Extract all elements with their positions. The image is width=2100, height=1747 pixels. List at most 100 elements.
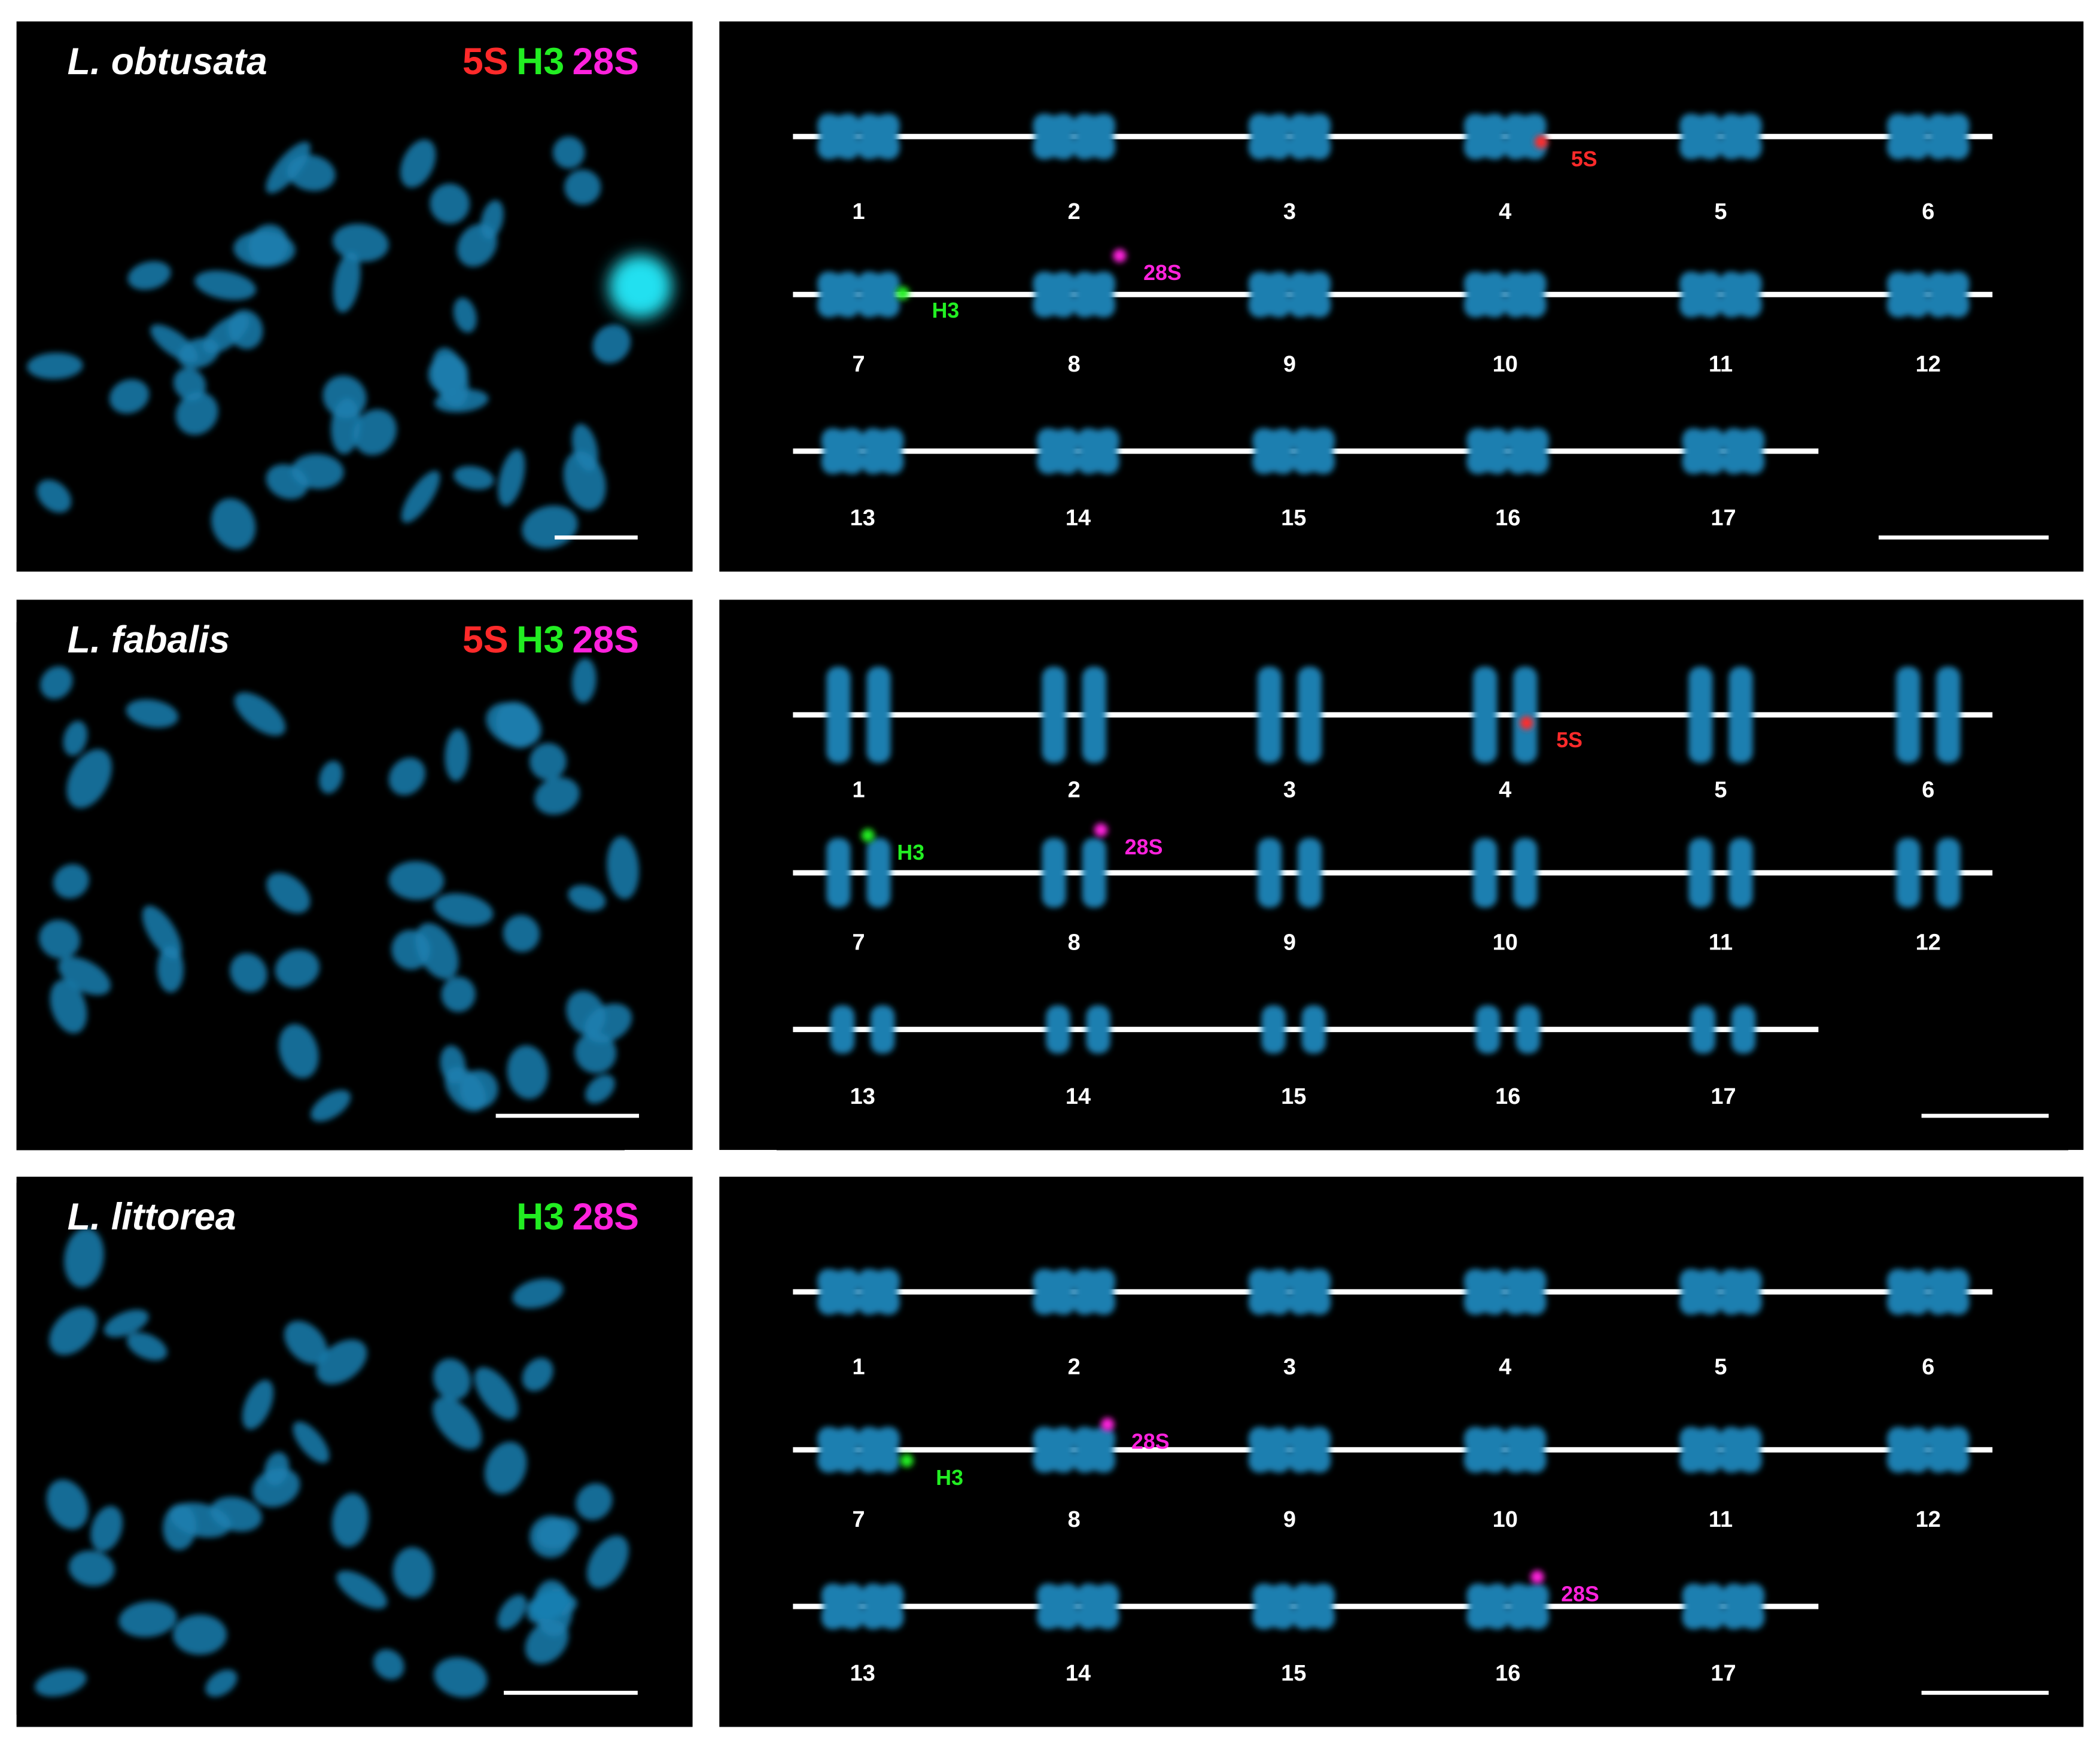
chromosome [830,1005,855,1054]
chromosome-pair [1473,838,1538,908]
chromosome [1077,428,1119,474]
chromosome [1719,113,1762,160]
chromosome [826,666,851,763]
chromosome-pair [1679,271,1762,318]
chromosome-pair [826,838,891,908]
chromosome-pair [1042,666,1106,763]
chromosome [430,183,470,224]
chromosome [90,1506,123,1552]
chromosome [1506,1583,1550,1630]
chromosome [391,930,431,970]
chromosome [1037,428,1079,474]
chromosome [142,905,182,960]
signal [1101,1417,1115,1431]
chromosome [866,666,891,763]
chromosome-number: 1 [852,199,865,224]
chromosome [1292,428,1335,474]
chromosome-pair [817,271,900,318]
chromosome [35,1669,87,1697]
chromosome [1288,1426,1331,1473]
chromosome [1473,838,1498,908]
chromosome [522,1358,553,1392]
species-name: L. fabalis [68,619,230,661]
chromosome-number: 8 [1068,930,1081,955]
chromosome [1688,666,1713,763]
signal [1530,1570,1544,1584]
chromosome [607,836,639,899]
chromosome-number: 7 [852,1507,865,1532]
chromosome [1248,113,1291,160]
signal-label: H3 [897,841,924,865]
karyotype-line [793,712,1993,718]
chromosome-pair [1688,666,1753,763]
chromosome-pair [1463,113,1547,160]
chromosome-number: 17 [1711,1661,1736,1686]
chromosome [27,352,83,379]
signal [1094,823,1108,837]
chromosome [1886,271,1929,318]
chromosome [1257,838,1282,908]
chromosome-number: 12 [1916,930,1941,955]
chromosome [1679,1268,1722,1315]
chromosome-pair [1033,113,1116,160]
chromosome [66,749,112,808]
chromosome [1515,1005,1540,1054]
chromosome-number: 4 [1499,777,1511,802]
chromosome [174,367,206,401]
chromosome [1682,428,1725,474]
chromosome [585,1075,615,1104]
chromosome-pair [1466,1583,1550,1630]
chromosome-pair [1252,428,1335,474]
chromosome-pair [1886,1426,1970,1473]
chromosome [1463,271,1506,318]
chromosome [63,720,88,756]
signal-label: 28S [1131,1430,1170,1454]
chromosome [1722,428,1765,474]
chromosome [1073,1268,1116,1315]
chromosome-pair [1896,838,1961,908]
chromosome [871,1005,895,1054]
chromosome [1513,838,1538,908]
chromosome [388,757,425,796]
chromosome-pair [817,1268,900,1315]
chromosome-number: 16 [1495,1661,1520,1686]
chromosome-number: 10 [1493,352,1518,377]
chromosome-number: 8 [1068,1507,1081,1532]
chromosome [1722,1583,1765,1630]
chromosome [1463,113,1506,160]
chromosome-number: 7 [852,930,865,955]
chromosome [1466,428,1509,474]
chromosome [1927,1268,1970,1315]
chromosome [1688,838,1713,908]
chromosome [1297,666,1322,763]
chromosome [434,893,494,926]
chromosome [64,1228,104,1288]
chromosome [126,1332,168,1361]
chromosome [1475,1005,1500,1054]
chromosome-pair [1896,666,1961,763]
chromosome [1033,1426,1076,1473]
signal-label: H3 [932,299,960,322]
chromosome [1288,113,1331,160]
chromosome [1073,113,1116,160]
chromosome [1288,1268,1331,1315]
chromosome-number: 3 [1283,777,1296,802]
chromosome [857,113,900,160]
chromosome [507,1045,549,1100]
chromosome [175,392,218,435]
chromosome [1082,838,1106,908]
chromosome-pair [1257,838,1322,908]
chromosome [563,451,606,510]
chromosome [36,479,72,513]
chromosome [1504,1268,1547,1315]
chromosome [401,470,440,523]
chromosome [1033,1268,1076,1315]
probe-label: H3 [516,1196,564,1238]
chromosome [592,324,631,364]
chromosome [400,139,436,188]
chromosome-number: 5 [1714,1355,1727,1380]
metaphase [27,136,631,550]
chromosome-pair [1691,1005,1756,1054]
signal [900,1453,914,1468]
chromosome-number: 1 [852,1355,865,1380]
